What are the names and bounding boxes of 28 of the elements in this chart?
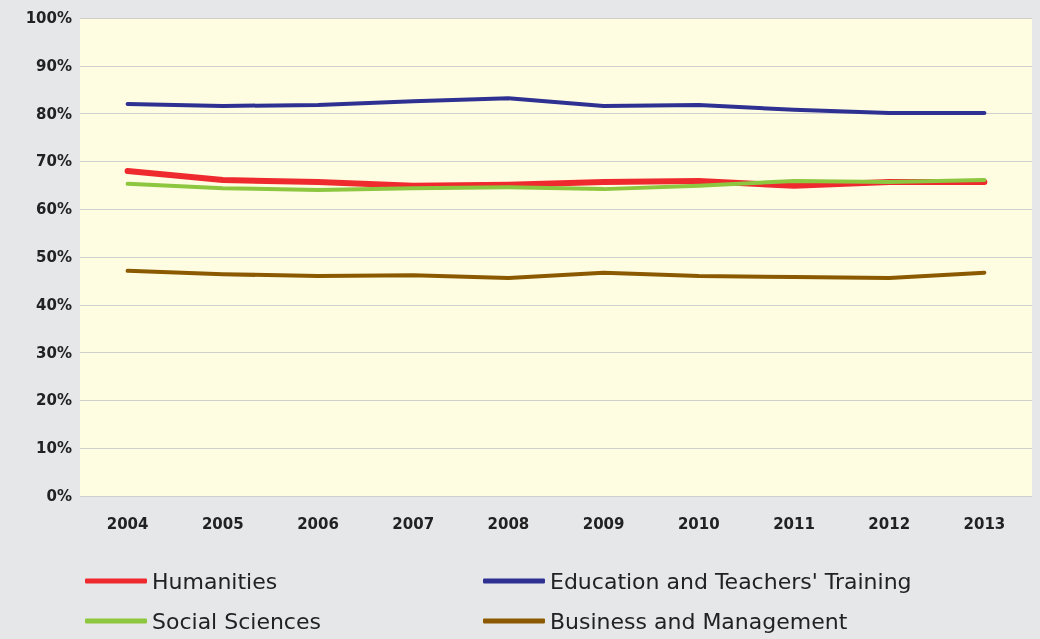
legend-label: Humanities [152, 568, 278, 594]
legend-label: Business and Management [550, 608, 848, 634]
line-series [125, 178, 987, 193]
line-series [125, 268, 987, 281]
x-tick-label: 2004 [106, 514, 149, 533]
x-tick-label: 2005 [201, 514, 244, 533]
y-tick-label: 60% [36, 200, 72, 219]
y-tick-label: 30% [36, 343, 72, 362]
x-tick-label: 2006 [297, 514, 339, 533]
line-series [125, 96, 987, 116]
x-tick-label: 2008 [487, 514, 530, 533]
y-tick-label: 20% [36, 391, 72, 410]
y-tick-label: 50% [36, 248, 72, 266]
y-tick-label: 10% [36, 439, 72, 458]
y-tick-label: 0% [46, 487, 72, 505]
x-tick-label: 2011 [773, 514, 815, 533]
x-tick-label: 2009 [582, 514, 625, 533]
y-tick-label: 70% [36, 152, 72, 171]
x-tick-label: 2010 [677, 514, 720, 533]
x-tick-label: 2012 [868, 514, 911, 533]
legend-label: Social Sciences [152, 608, 321, 634]
legend-label: Education and Teachers' Training [550, 568, 912, 594]
x-tick-label: 2013 [963, 514, 1006, 533]
y-tick-label: 40% [36, 295, 72, 314]
x-tick-label: 2007 [392, 514, 435, 533]
y-tick-label: 80% [36, 104, 72, 123]
y-tick-label: 90% [36, 56, 72, 75]
y-tick-label: 100% [25, 9, 72, 27]
